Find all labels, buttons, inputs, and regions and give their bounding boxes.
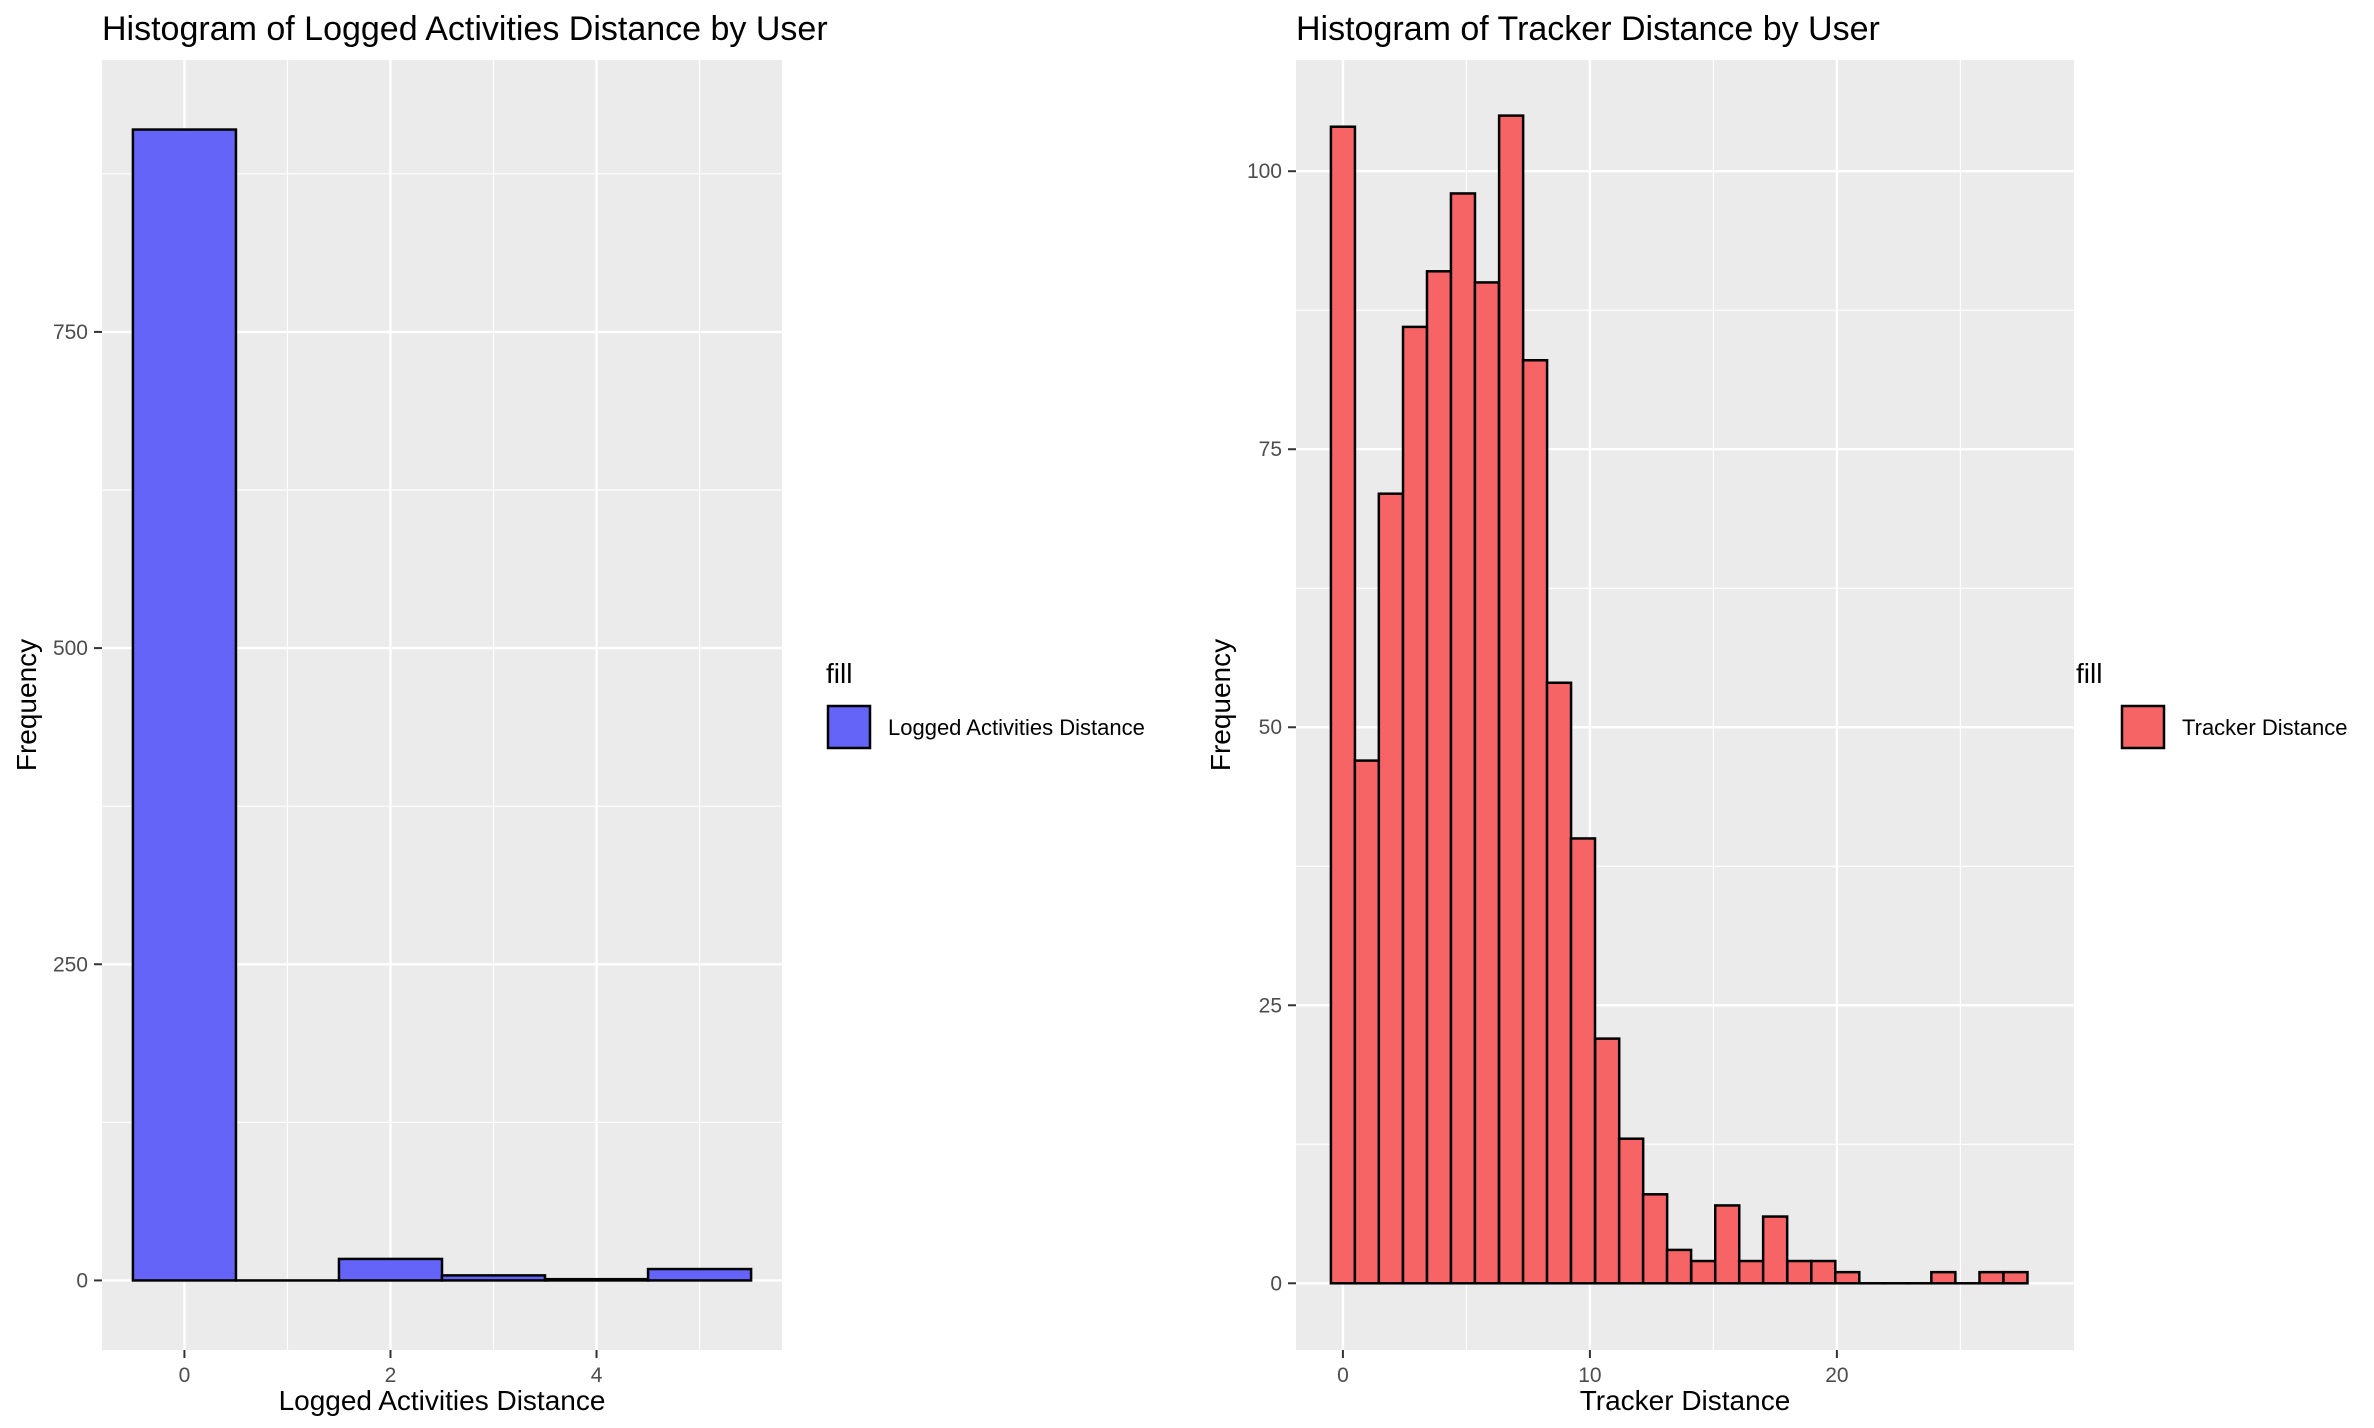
chart-title: Histogram of Tracker Distance by User: [1296, 10, 1880, 48]
chart-title: Histogram of Logged Activities Distance …: [102, 10, 828, 48]
histogram-bar: [1329, 125, 1357, 1285]
histogram-bar: [440, 1274, 547, 1282]
y-axis-title: Frequency: [11, 639, 42, 771]
histogram-bar: [543, 1277, 650, 1282]
histogram-bar: [1353, 759, 1381, 1285]
histogram-bar: [131, 128, 238, 1282]
y-axis-title: Frequency: [1205, 639, 1236, 771]
legend-label: Tracker Distance: [2182, 715, 2347, 740]
histogram-bar: [1425, 270, 1453, 1285]
histogram-bar: [1786, 1259, 1813, 1285]
y-tick-label: 0: [1270, 1272, 1282, 1295]
x-tick-label: 4: [591, 1364, 603, 1387]
x-tick-label: 20: [1825, 1364, 1848, 1387]
histogram-bar: [1737, 1259, 1765, 1285]
histogram-bar: [1930, 1270, 1957, 1285]
y-axis-ticks: 0 250 500 750: [53, 321, 102, 1292]
histogram-bar: [1401, 325, 1429, 1285]
x-axis-title: Tracker Distance: [1580, 1385, 1791, 1416]
x-axis-ticks: 0 2 4: [179, 1350, 603, 1387]
histogram-bar: [1569, 837, 1597, 1285]
histogram-bar: [1593, 1037, 1621, 1285]
x-tick-label: 2: [385, 1364, 397, 1387]
legend-swatch: [2120, 704, 2166, 750]
y-tick-label: 250: [53, 953, 88, 976]
y-tick-label: 500: [53, 637, 88, 660]
legend-label: Logged Activities Distance: [888, 715, 1145, 740]
histogram-bar: [1761, 1215, 1789, 1285]
histogram-bar: [2002, 1270, 2029, 1285]
histogram-bar: [1641, 1193, 1669, 1285]
logged-activities-histogram: Histogram of Logged Activities Distance …: [11, 10, 1145, 1416]
legend: fill Logged Activities Distance: [826, 658, 1145, 750]
y-axis-ticks: 0 25 50 75 100: [1247, 160, 1296, 1295]
y-tick-label: 50: [1259, 716, 1282, 739]
y-tick-label: 750: [53, 321, 88, 344]
legend-swatch: [826, 704, 872, 750]
histogram-bar: [646, 1267, 753, 1282]
histogram-bar: [337, 1257, 444, 1282]
tracker-distance-histogram: Histogram of Tracker Distance by User 0 2…: [1205, 10, 2347, 1416]
histogram-bar: [1497, 114, 1525, 1285]
histogram-bars: [131, 128, 753, 1282]
histogram-bar: [1690, 1259, 1717, 1285]
histogram-bar: [1978, 1270, 2005, 1285]
x-axis-ticks: 0 10 20: [1337, 1350, 1849, 1387]
x-axis-title: Logged Activities Distance: [279, 1385, 606, 1416]
y-tick-label: 25: [1259, 994, 1282, 1017]
histogram-bar: [1617, 1137, 1645, 1285]
histogram-bar: [1665, 1248, 1693, 1285]
y-tick-label: 75: [1259, 438, 1282, 461]
legend-title: fill: [826, 658, 852, 689]
histogram-bar: [1521, 359, 1549, 1285]
x-tick-label: 10: [1578, 1364, 1601, 1387]
x-tick-label: 0: [1337, 1364, 1349, 1387]
y-tick-label: 0: [76, 1269, 88, 1292]
histogram-bar: [1449, 192, 1477, 1285]
histogram-bar: [1834, 1270, 1861, 1285]
histogram-bar: [1810, 1259, 1837, 1285]
histogram-bars: [1329, 114, 2029, 1285]
legend-title: fill: [2076, 658, 2102, 689]
histogram-bar: [1377, 492, 1405, 1285]
histogram-bar: [1545, 681, 1573, 1285]
legend: fill Tracker Distance: [2076, 658, 2347, 750]
histogram-bar: [1473, 281, 1501, 1285]
y-tick-label: 100: [1247, 160, 1282, 183]
histogram-bar: [1713, 1204, 1741, 1285]
x-tick-label: 0: [179, 1364, 191, 1387]
